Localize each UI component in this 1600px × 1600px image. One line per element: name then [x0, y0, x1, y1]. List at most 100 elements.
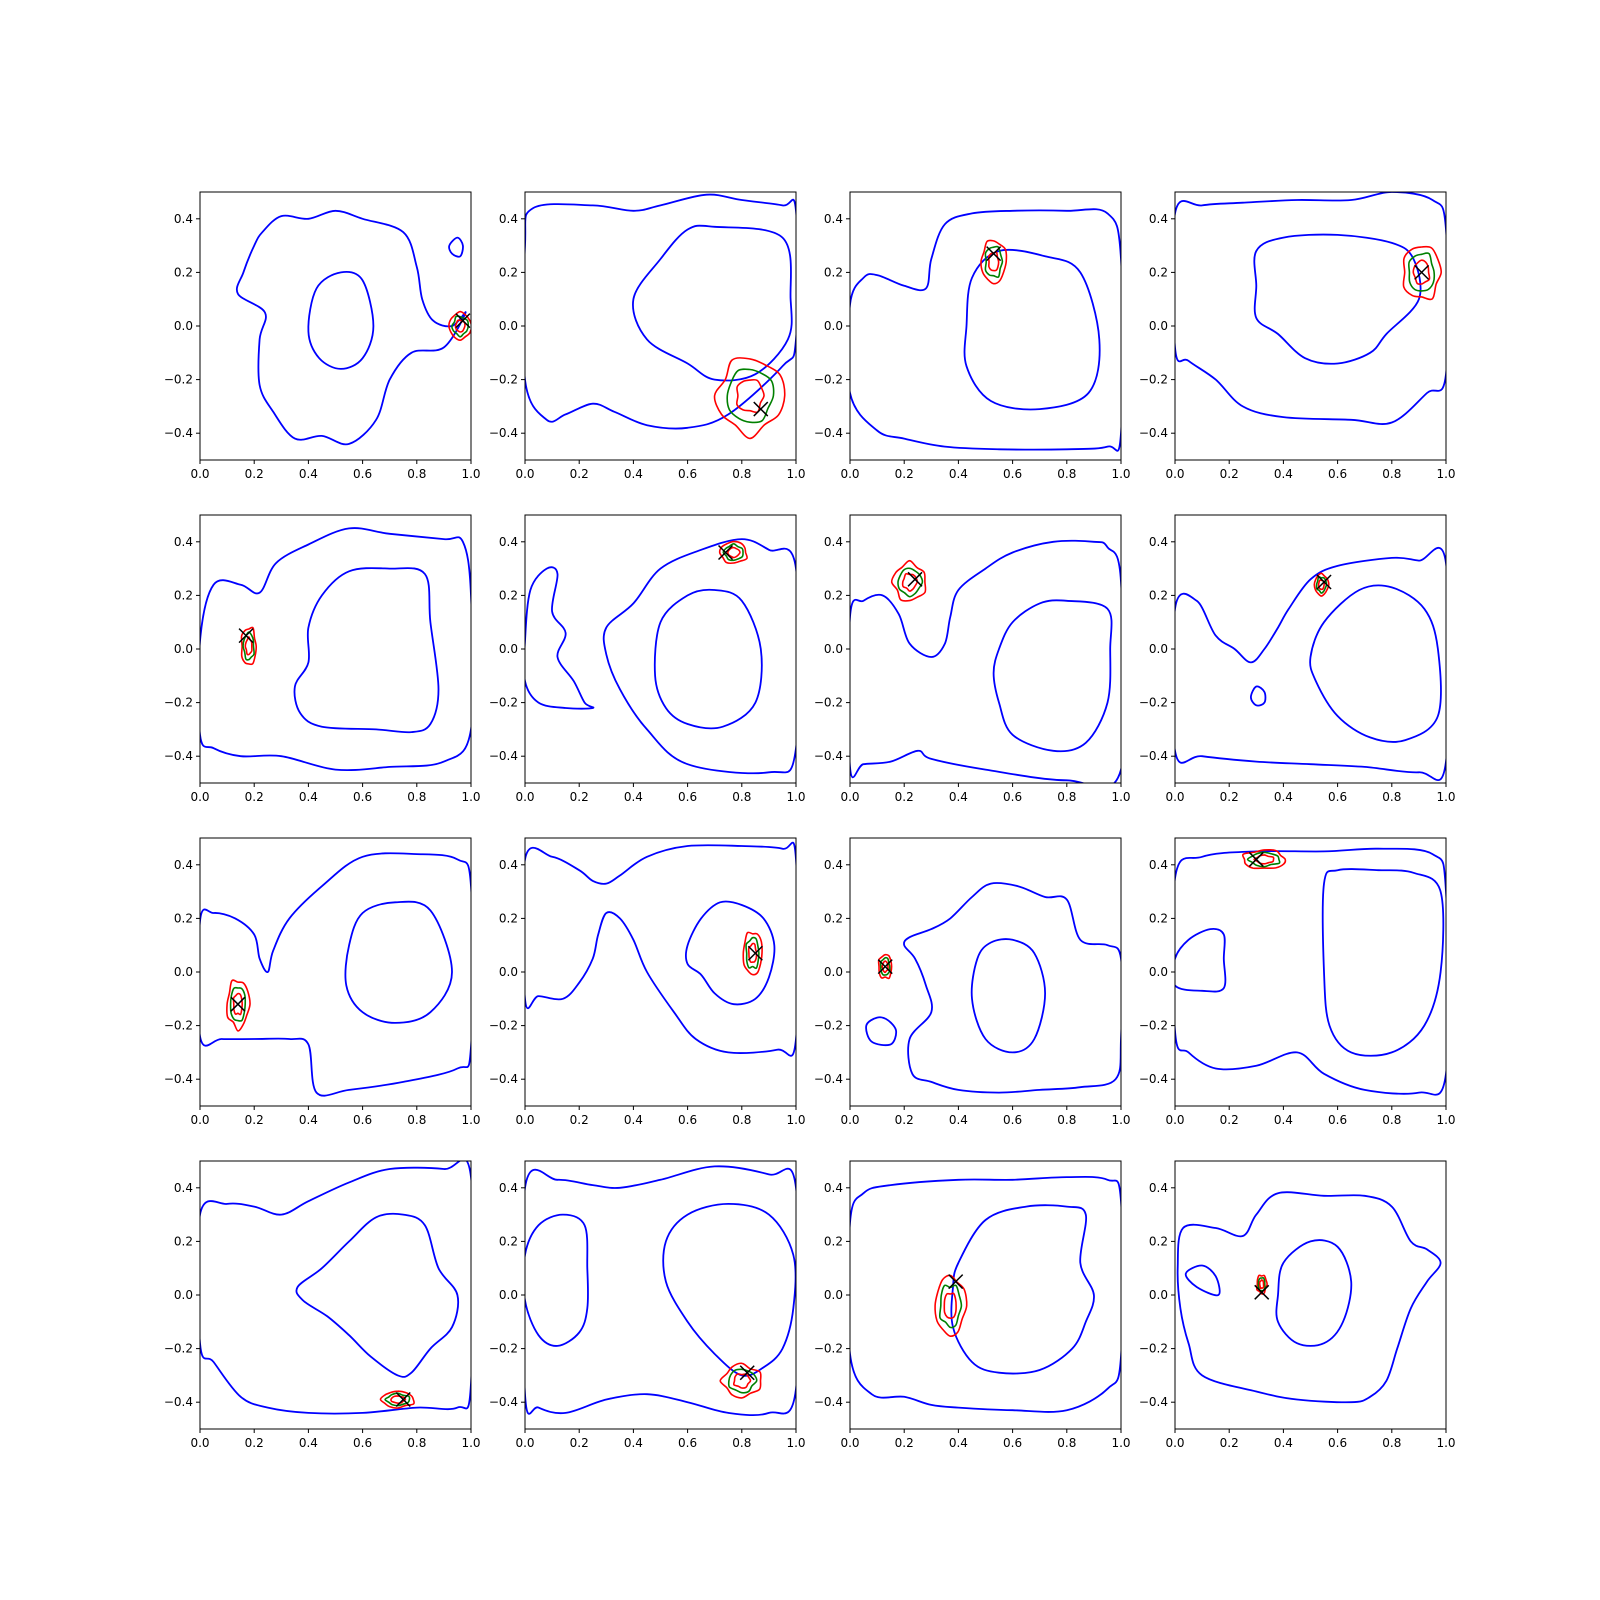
y-tick-label: 0.4 — [174, 858, 193, 872]
subplot-5: 0.0 0.2 0.4 0.6 0.8 1.0 −0.4 −0.2 0.0 0.2 0.4 — [164, 514, 481, 804]
true-location-marker — [907, 571, 923, 587]
posterior-contour-mid — [745, 936, 760, 970]
y-tick-label: −0.2 — [164, 696, 193, 710]
posterior-contour-outer — [448, 310, 471, 341]
x-tick-label: 0.4 — [1274, 1113, 1293, 1127]
plot-area — [235, 209, 471, 446]
x-tick-label: 1.0 — [461, 1113, 480, 1127]
y-tick-label: 0.2 — [174, 265, 193, 279]
x-tick-label: 1.0 — [1111, 1113, 1130, 1127]
subplot-14: 0.0 0.2 0.4 0.6 0.8 1.0 −0.4 −0.2 0.0 0.2 0.4 — [489, 1160, 806, 1450]
x-tick-label: 0.4 — [1274, 1436, 1293, 1450]
y-tick-label: 0.2 — [499, 1234, 518, 1248]
x-tick-label: 0.6 — [353, 467, 372, 481]
boundary-contour-2 — [950, 1204, 1095, 1375]
y-tick-label: 0.2 — [824, 265, 843, 279]
x-tick-label: 0.2 — [1220, 1436, 1239, 1450]
x-tick-label: 0.6 — [678, 467, 697, 481]
subplot-13: 0.0 0.2 0.4 0.6 0.8 1.0 −0.4 −0.2 0.0 0.2 0.4 — [164, 1160, 481, 1450]
subplot-9: 0.0 0.2 0.4 0.6 0.8 1.0 −0.4 −0.2 0.0 0.2 0.4 — [164, 837, 481, 1127]
subplot-1: 0.0 0.2 0.4 0.6 0.8 1.0 −0.4 −0.2 0.0 0.2 0.4 — [164, 191, 481, 481]
x-tick-label: 0.8 — [1057, 790, 1076, 804]
x-tick-label: 0.0 — [1165, 1436, 1184, 1450]
boundary-contour-1 — [235, 209, 467, 446]
y-tick-label: 0.4 — [1149, 535, 1168, 549]
posterior-contour-inner — [1412, 259, 1431, 285]
boundary-contour-1 — [850, 539, 1121, 783]
posterior-contour-mid — [451, 315, 470, 338]
y-tick-label: 0.0 — [824, 319, 843, 333]
true-location-marker — [948, 1274, 964, 1290]
x-tick-label: 0.8 — [1382, 467, 1401, 481]
x-tick-label: 0.8 — [732, 1113, 751, 1127]
plot-area — [525, 1165, 796, 1417]
plot-area — [865, 882, 1121, 1094]
x-tick-label: 1.0 — [1436, 467, 1455, 481]
x-tick-label: 0.2 — [570, 1113, 589, 1127]
posterior-contour-inner — [1258, 1279, 1265, 1290]
posterior-contour-inner — [747, 942, 758, 964]
x-tick-label: 0.0 — [515, 1436, 534, 1450]
x-tick-label: 0.4 — [299, 1436, 318, 1450]
posterior-contour-mid — [722, 543, 744, 562]
x-tick-label: 0.6 — [1328, 1436, 1347, 1450]
x-tick-label: 0.0 — [515, 790, 534, 804]
x-tick-label: 0.4 — [949, 1113, 968, 1127]
x-tick-label: 0.2 — [1220, 467, 1239, 481]
boundary-contour-2 — [970, 938, 1047, 1054]
y-tick-label: 0.4 — [499, 535, 518, 549]
x-tick-label: 0.6 — [1003, 1113, 1022, 1127]
plot-area — [1175, 847, 1446, 1096]
x-tick-label: 0.4 — [624, 790, 643, 804]
plot-area — [850, 1175, 1121, 1413]
plot-area — [1175, 192, 1446, 425]
x-tick-label: 0.6 — [1003, 1436, 1022, 1450]
x-tick-label: 0.2 — [895, 467, 914, 481]
boundary-contour-2 — [684, 900, 776, 1006]
true-location-marker — [238, 628, 254, 644]
boundary-contour-1 — [1175, 546, 1446, 781]
x-tick-label: 0.8 — [1382, 1113, 1401, 1127]
x-tick-label: 0.0 — [1165, 467, 1184, 481]
boundary-contour-1 — [525, 193, 796, 430]
boundary-contour-3 — [448, 236, 464, 258]
x-tick-label: 0.0 — [840, 790, 859, 804]
y-tick-label: 0.2 — [1149, 911, 1168, 925]
y-tick-label: 0.0 — [174, 1288, 193, 1302]
boundary-contour-1 — [1175, 192, 1446, 425]
boundary-contour-1 — [200, 1161, 471, 1415]
boundary-contour-1 — [525, 841, 796, 1057]
x-tick-label: 0.8 — [1382, 1436, 1401, 1450]
subplot-6: 0.0 0.2 0.4 0.6 0.8 1.0 −0.4 −0.2 0.0 0.2 0.4 — [489, 514, 806, 804]
x-tick-label: 1.0 — [786, 1113, 805, 1127]
y-tick-label: 0.0 — [174, 319, 193, 333]
y-tick-label: 0.4 — [824, 858, 843, 872]
plot-area — [1176, 1191, 1442, 1404]
posterior-contour-mid — [726, 368, 775, 424]
posterior-contour-outer — [240, 626, 258, 666]
x-tick-label: 0.4 — [624, 1113, 643, 1127]
y-tick-label: 0.2 — [174, 588, 193, 602]
true-location-marker — [455, 313, 471, 329]
x-tick-label: 0.2 — [895, 1113, 914, 1127]
y-tick-label: 0.0 — [174, 965, 193, 979]
y-tick-label: −0.2 — [814, 373, 843, 387]
boundary-contour-3 — [1275, 1239, 1353, 1347]
y-tick-label: 0.2 — [499, 265, 518, 279]
boundary-contour-3 — [653, 588, 763, 730]
posterior-contour-outer — [713, 357, 786, 440]
x-tick-label: 0.4 — [299, 790, 318, 804]
x-tick-label: 0.6 — [1328, 467, 1347, 481]
x-tick-label: 0.0 — [840, 467, 859, 481]
x-tick-label: 0.8 — [407, 1436, 426, 1450]
x-tick-label: 0.8 — [407, 1113, 426, 1127]
x-tick-label: 0.0 — [515, 1113, 534, 1127]
subplot-grid: 0.0 0.2 0.4 0.6 0.8 1.0−0.4−0.20.00.20.40.0 0.… — [164, 191, 1456, 1450]
x-tick-label: 0.8 — [732, 467, 751, 481]
y-tick-label: 0.4 — [499, 858, 518, 872]
x-tick-label: 0.6 — [353, 790, 372, 804]
posterior-contour-mid — [242, 631, 255, 661]
x-tick-label: 0.6 — [1328, 790, 1347, 804]
boundary-contour-2 — [1184, 1264, 1221, 1297]
boundary-contour-1 — [850, 1175, 1121, 1413]
